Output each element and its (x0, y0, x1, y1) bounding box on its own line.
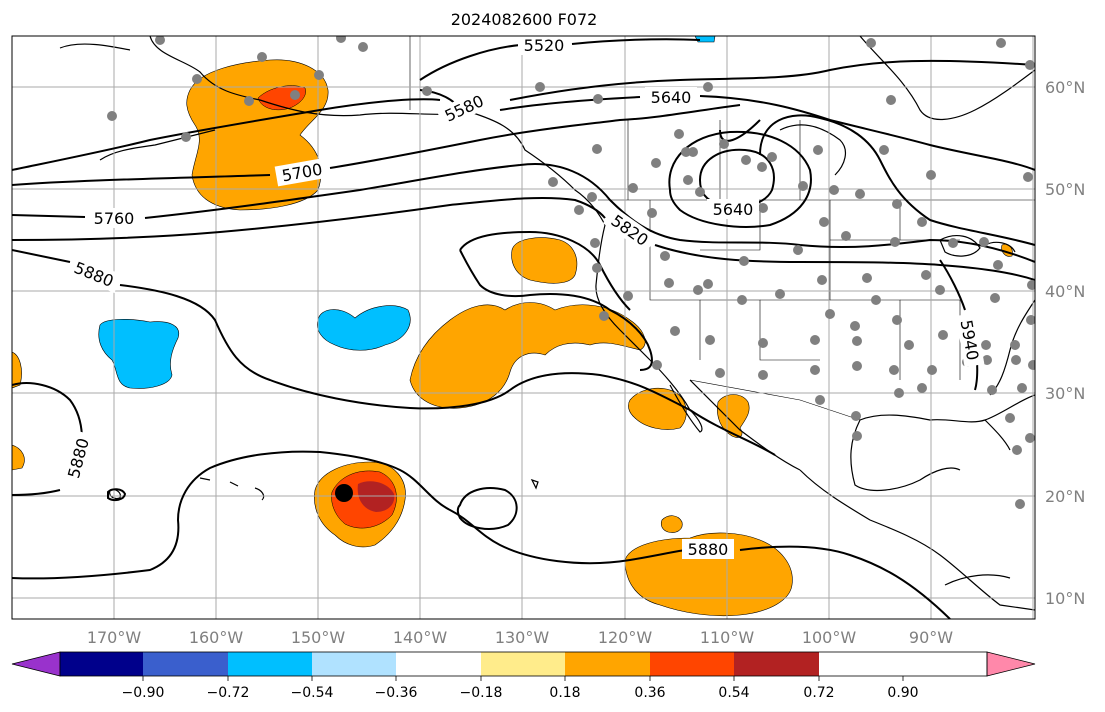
lat-label: 60°N (1045, 78, 1085, 97)
colorbar-tick-label: 0.90 (887, 685, 918, 701)
contour-5640-north (12, 95, 1035, 171)
lon-label: 160°W (189, 628, 244, 647)
storm-marker (335, 484, 353, 502)
lon-label: 100°W (802, 628, 857, 647)
lon-label: 120°W (598, 628, 653, 647)
colorbar-segment (481, 652, 565, 676)
colorbar-segment (312, 652, 396, 676)
lat-label: 50°N (1045, 180, 1085, 199)
anomaly-region-oregon (511, 237, 578, 284)
lon-label: 110°W (700, 628, 755, 647)
colorbar-segments (60, 652, 819, 676)
contour-5820 (12, 196, 1035, 281)
colorbar-segment (734, 652, 819, 676)
colorbar-extend-min (11, 651, 61, 677)
anomaly-region-hawaii-core (357, 481, 395, 512)
contour-label: 5640 (651, 88, 692, 107)
colorbar-segment (60, 652, 143, 676)
political-borders (409, 36, 1035, 421)
colorbar-segment (565, 652, 650, 676)
colorbar-tick-label: 0.36 (634, 685, 665, 701)
colorbar-segment (143, 652, 228, 676)
anomaly-region-small-1 (660, 515, 683, 533)
lat-label: 20°N (1045, 487, 1085, 506)
lat-label: 30°N (1045, 384, 1085, 403)
anomaly-region-neg-west (98, 319, 180, 389)
anomaly-region-baja (628, 387, 687, 430)
latitude-labels: 60°N 50°N 40°N 30°N 20°N 10°N (1045, 78, 1085, 608)
contour-5880-main (12, 249, 776, 456)
contour-label: 5880 (688, 540, 729, 559)
lat-label: 40°N (1045, 282, 1085, 301)
colorbar-segment (650, 652, 734, 676)
colorbar-tick-label: −0.72 (207, 685, 250, 701)
longitude-labels: 170°W 160°W 150°W 140°W 130°W 120°W 110°… (87, 628, 953, 647)
colorbar-tick-label: 0.54 (718, 685, 749, 701)
colorbar-tick-label: −0.36 (375, 685, 418, 701)
anomaly-region-neg-east (317, 305, 411, 351)
contour-5760 (12, 163, 1035, 263)
lon-label: 140°W (393, 628, 448, 647)
colorbar-segment (228, 652, 312, 676)
contour-5520 (419, 38, 701, 81)
colorbar-tick-label: −0.54 (291, 685, 334, 701)
contour-label: 5520 (524, 36, 565, 55)
contour-label: 5760 (94, 209, 135, 228)
lon-label: 90°W (909, 628, 953, 647)
colorbar-tick-label: −0.90 (122, 685, 165, 701)
map-frame (11, 35, 1036, 620)
colorbar-tick-label: −0.18 (460, 685, 503, 701)
colorbar-tick-label: 0.18 (549, 685, 580, 701)
colorbar: −0.90 −0.72 −0.54 −0.36 −0.18 0.18 0.36 … (11, 651, 1036, 701)
lon-label: 130°W (495, 628, 550, 647)
colorbar-tick-label: 0.72 (803, 685, 834, 701)
colorbar-segment (396, 652, 481, 676)
lat-label: 10°N (1045, 589, 1085, 608)
station-dots (107, 36, 1035, 509)
contour-label: 5640 (713, 200, 754, 219)
height-contours (12, 38, 1035, 619)
map-title: 2024082600 F072 (450, 10, 598, 29)
lon-label: 170°W (87, 628, 142, 647)
colorbar-extend-max (986, 651, 1036, 677)
contour-5700 (12, 104, 761, 186)
lon-label: 150°W (291, 628, 346, 647)
